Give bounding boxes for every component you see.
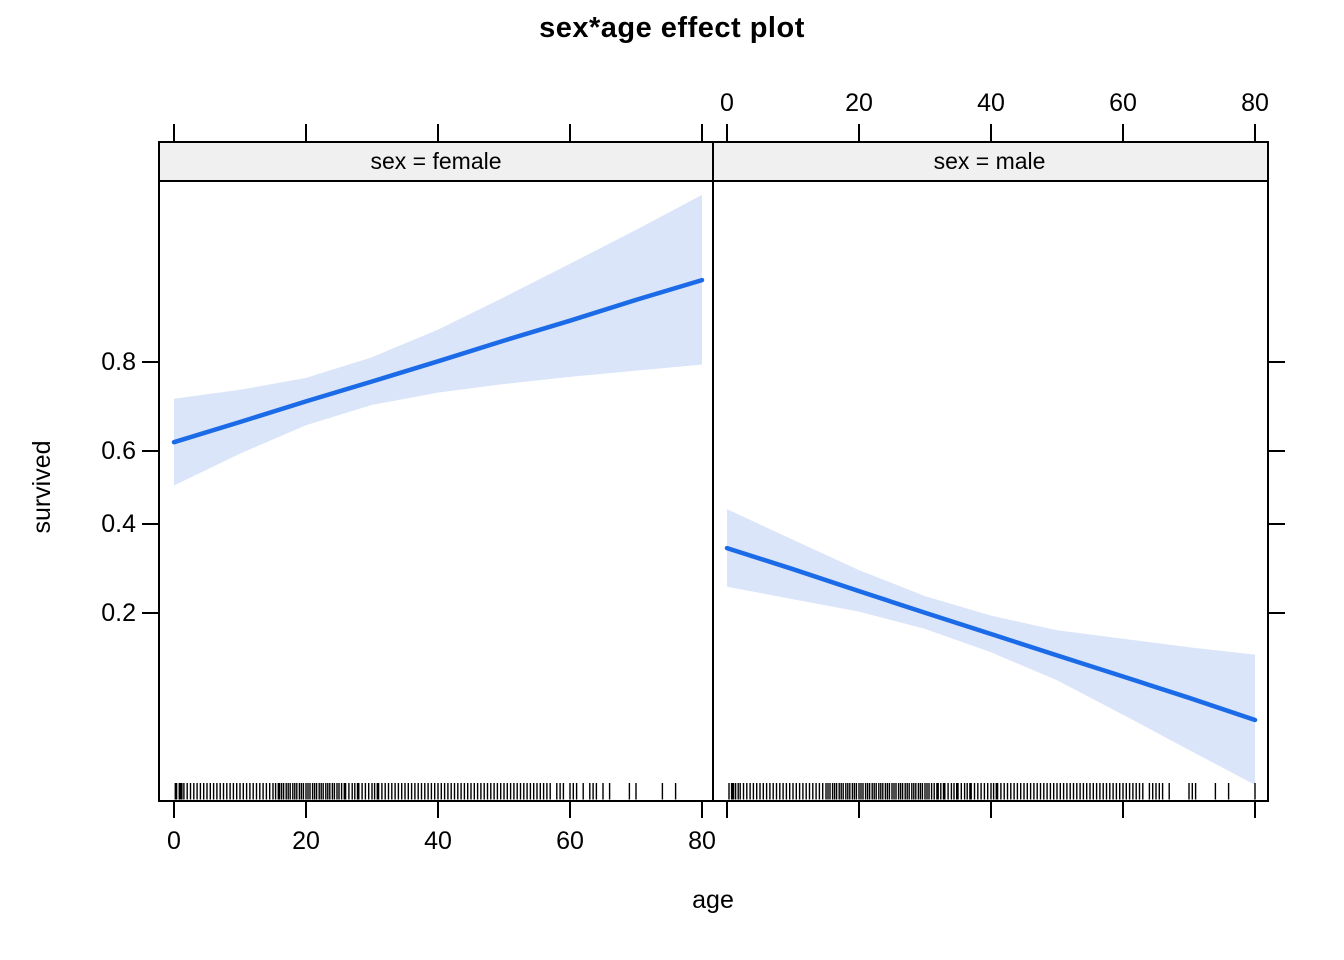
y-tick — [1269, 360, 1285, 363]
x-axis-label: age — [692, 886, 734, 914]
x-tick — [1122, 124, 1124, 141]
x-tick — [173, 802, 175, 818]
y-tick — [142, 611, 158, 614]
rug-marks — [174, 783, 677, 800]
strip-label-male: sex = male — [933, 148, 1046, 174]
fit-line — [724, 545, 1258, 723]
y-tick-label: 0.6 — [101, 436, 136, 465]
x-tick — [858, 124, 860, 141]
x-tick — [437, 124, 439, 141]
fit-line — [171, 277, 705, 445]
x-tick — [1122, 802, 1124, 818]
x-tick — [701, 124, 703, 141]
y-tick — [1269, 522, 1285, 525]
y-tick — [1269, 611, 1285, 614]
x-tick-label: 0 — [720, 89, 734, 117]
x-tick-label: 20 — [845, 89, 873, 117]
y-tick — [142, 360, 158, 363]
x-tick — [437, 802, 439, 818]
x-tick-label: 80 — [688, 827, 716, 855]
y-tick — [142, 449, 158, 452]
strip-label-female: sex = female — [370, 148, 502, 174]
x-tick — [1254, 802, 1256, 818]
y-tick-label: 0.4 — [101, 509, 136, 538]
x-tick — [305, 124, 307, 141]
x-tick — [569, 802, 571, 818]
x-tick-label: 40 — [424, 827, 452, 855]
x-tick-label: 20 — [292, 827, 320, 855]
y-tick — [142, 522, 158, 525]
x-tick — [726, 124, 728, 141]
x-tick — [1254, 124, 1256, 141]
female-panel-canvas — [171, 194, 705, 800]
chart-title: sex*age effect plot — [539, 12, 805, 44]
y-tick — [1269, 449, 1285, 452]
rug-marks — [728, 783, 1256, 800]
confidence-band — [727, 509, 1255, 785]
x-tick — [726, 802, 728, 818]
x-tick-label: 80 — [1241, 89, 1269, 117]
confidence-band — [174, 194, 702, 486]
x-tick-label: 0 — [167, 827, 181, 855]
panel-divider — [712, 182, 714, 800]
y-axis-label: survived — [28, 440, 56, 534]
x-tick — [173, 124, 175, 141]
x-tick — [990, 124, 992, 141]
male-panel-canvas — [724, 509, 1258, 800]
strip-divider — [712, 141, 714, 180]
y-tick-label: 0.2 — [101, 598, 136, 627]
y-tick-label: 0.8 — [101, 347, 136, 376]
x-tick — [701, 802, 703, 818]
x-tick-label: 60 — [1109, 89, 1137, 117]
x-tick — [858, 802, 860, 818]
x-tick — [990, 802, 992, 818]
x-tick-label: 40 — [977, 89, 1005, 117]
x-tick-label: 60 — [556, 827, 584, 855]
x-tick — [305, 802, 307, 818]
x-tick — [569, 124, 571, 141]
